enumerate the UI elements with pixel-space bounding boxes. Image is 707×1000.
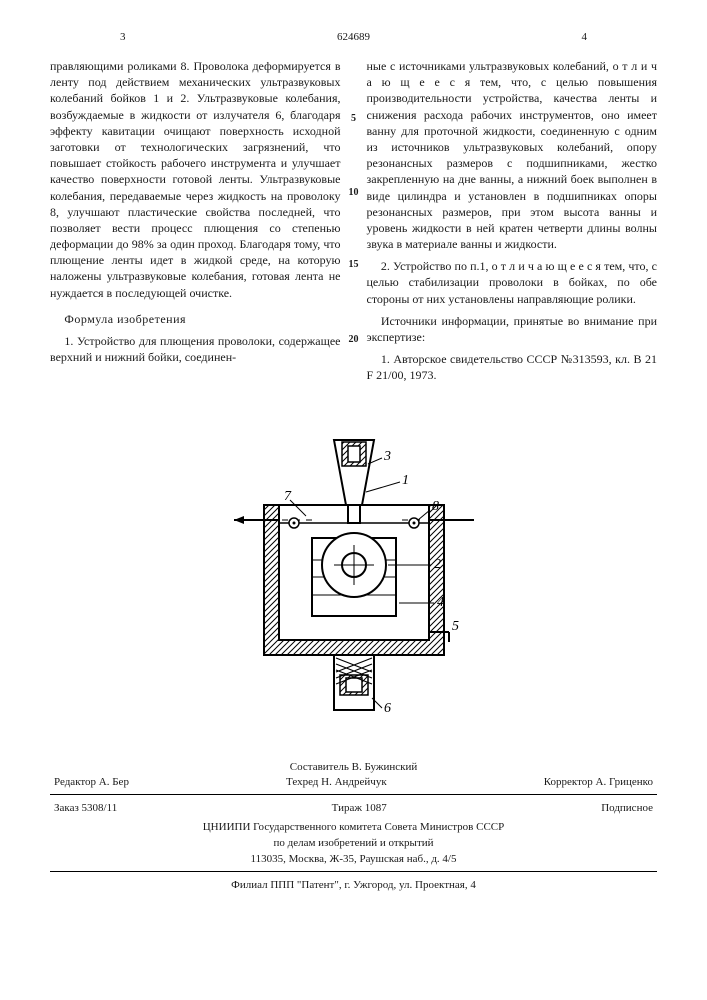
org-line: по делам изобретений и открытий: [50, 836, 657, 851]
figure-label: 7: [284, 489, 292, 504]
figure-label: 2: [434, 557, 441, 572]
source-item: 1. Авторское свидетельство СССР №313593,…: [367, 351, 658, 383]
line-marker: 10: [345, 186, 363, 200]
compiler: Составитель В. Бужинский: [50, 760, 657, 775]
page-number-right: 4: [582, 30, 588, 45]
editor: Редактор А. Бер: [54, 775, 129, 790]
figure-svg: 3 1 7 8 2 4 5 6: [234, 420, 474, 720]
org-line: ЦНИИПИ Государственного комитета Совета …: [50, 820, 657, 835]
right-column: ные с источниками ультразвуковых колебан…: [367, 58, 658, 390]
divider: [50, 871, 657, 872]
sources-title: Источники информации, принятые во вниман…: [367, 313, 658, 345]
claim-paragraph: 2. Устройство по п.1, о т л и ч а ю щ е …: [367, 258, 658, 307]
figure-label: 6: [384, 701, 391, 716]
left-column: правляющими роликами 8. Проволока деформ…: [50, 58, 341, 390]
branch: Филиал ППП "Патент", г. Ужгород, ул. Про…: [50, 878, 657, 893]
line-marker: 5: [345, 112, 363, 126]
figure-label: 5: [452, 619, 459, 634]
claim-paragraph: 1. Устройство для плющения проволоки, со…: [50, 333, 341, 365]
circulation: Тираж 1087: [332, 801, 387, 816]
text-columns-wrap: 5 10 15 20 правляющими роликами 8. Прово…: [50, 58, 657, 390]
address: 113035, Москва, Ж-35, Раушская наб., д. …: [50, 852, 657, 867]
imprint-footer: Составитель В. Бужинский Редактор А. Бер…: [50, 760, 657, 893]
claims-title: Формула изобретения: [64, 311, 340, 327]
order-number: Заказ 5308/11: [54, 801, 117, 816]
figure-label: 3: [383, 449, 391, 464]
corrector: Корректор А. Гриценко: [544, 775, 653, 790]
line-marker: 20: [345, 333, 363, 347]
tech-editor: Техред Н. Андрейчук: [286, 775, 387, 790]
patent-number: 624689: [337, 30, 370, 45]
figure-label: 1: [402, 473, 409, 488]
body-paragraph: правляющими роликами 8. Проволока деформ…: [50, 58, 341, 301]
technical-figure: 3 1 7 8 2 4 5 6: [50, 420, 657, 720]
line-marker: 15: [345, 258, 363, 272]
page-header: 3 624689 4: [50, 30, 657, 48]
figure-label: 8: [432, 499, 439, 514]
divider: [50, 794, 657, 795]
claim-paragraph: ные с источниками ультразвуковых колебан…: [367, 58, 658, 252]
figure-label: 4: [437, 595, 444, 610]
subscription: Подписное: [601, 801, 653, 816]
page-number-left: 3: [120, 30, 126, 45]
patent-page: 3 624689 4 5 10 15 20 правляющими ролика…: [0, 0, 707, 913]
